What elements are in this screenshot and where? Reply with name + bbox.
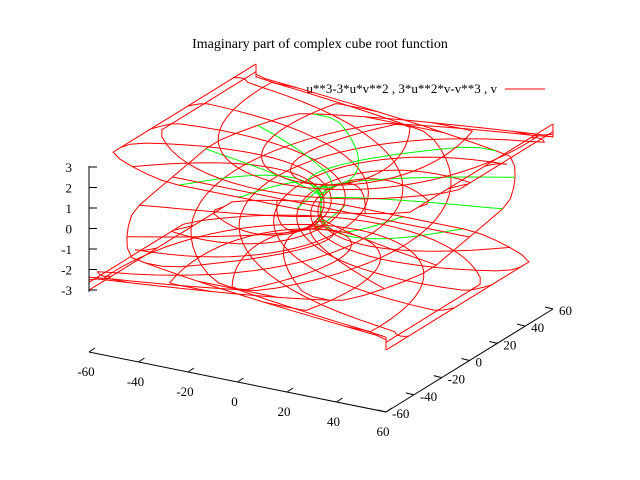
y-tick-mark: [377, 409, 387, 413]
x-tick-label: 40: [327, 414, 340, 429]
mesh-line-v: [289, 116, 445, 186]
mesh-line-v: [139, 204, 437, 266]
y-tick-mark: [405, 392, 414, 396]
z-tick-label: 3: [66, 160, 73, 175]
chart-title: Imaginary part of complex cube root func…: [192, 37, 448, 52]
z-tick-label: 1: [66, 201, 73, 216]
mesh-line-u: [132, 162, 325, 232]
x-tick-label: 20: [278, 404, 291, 419]
y-tick-label: -40: [420, 389, 437, 404]
x-tick-mark: [336, 397, 343, 403]
y-tick-label: 40: [531, 320, 544, 335]
z-tick-label: 0: [66, 222, 73, 237]
mesh-line-v: [145, 226, 335, 301]
mesh-line-v: [103, 223, 425, 333]
mesh-line-v: [168, 228, 382, 311]
x-tick-mark: [385, 407, 393, 413]
y-tick-label: 60: [559, 303, 572, 318]
z-tick-label: 2: [66, 181, 73, 196]
mesh-line-v: [112, 63, 554, 215]
x-tick-mark: [138, 357, 145, 363]
y-tick-mark: [544, 306, 554, 310]
x-tick-label: -40: [127, 374, 144, 389]
mesh-line-v: [161, 71, 554, 200]
y-tick-label: 0: [476, 355, 483, 370]
y-tick-label: -60: [392, 406, 409, 421]
x-tick-label: 0: [231, 394, 238, 409]
x-tick-mark: [237, 377, 244, 383]
x-tick-label: -60: [77, 364, 94, 379]
z-tick-label: -3: [61, 283, 72, 298]
mesh-line-u: [317, 182, 510, 252]
y-tick-label: -20: [448, 372, 465, 387]
mesh-line-v: [307, 113, 497, 188]
y-tick-mark: [433, 375, 442, 379]
y-tick-mark: [517, 323, 526, 327]
mesh-line-v: [126, 220, 385, 290]
z-tick-label: -1: [61, 242, 72, 257]
mesh-line-v: [197, 228, 353, 298]
surface-mesh: [88, 63, 554, 351]
legend-label: u**3-3*u*v**2 , 3*u**2*v-v**3 , v: [306, 81, 497, 96]
x-tick-label: -20: [176, 384, 193, 399]
y-tick-label: 20: [503, 337, 516, 352]
y-tick-mark: [461, 358, 470, 361]
mesh-line-v: [217, 81, 539, 191]
x-tick-mark: [286, 387, 294, 393]
x-tick-mark: [187, 367, 195, 373]
mesh-line-v: [88, 199, 530, 351]
x-tick-label: 60: [377, 424, 390, 439]
mesh-line-v: [260, 103, 474, 186]
mesh-line-v: [257, 124, 516, 194]
legend: u**3-3*u*v**2 , 3*u**2*v-v**3 , v: [306, 81, 545, 96]
z-tick-label: -2: [61, 263, 72, 278]
x-tick-mark: [88, 347, 96, 353]
mesh-line-v: [172, 176, 470, 238]
y-tick-mark: [489, 340, 498, 344]
mesh-line-v: [88, 214, 481, 343]
tick-layer: -3-2-10123-60-40-200204060-60-40-2002040…: [61, 160, 572, 439]
